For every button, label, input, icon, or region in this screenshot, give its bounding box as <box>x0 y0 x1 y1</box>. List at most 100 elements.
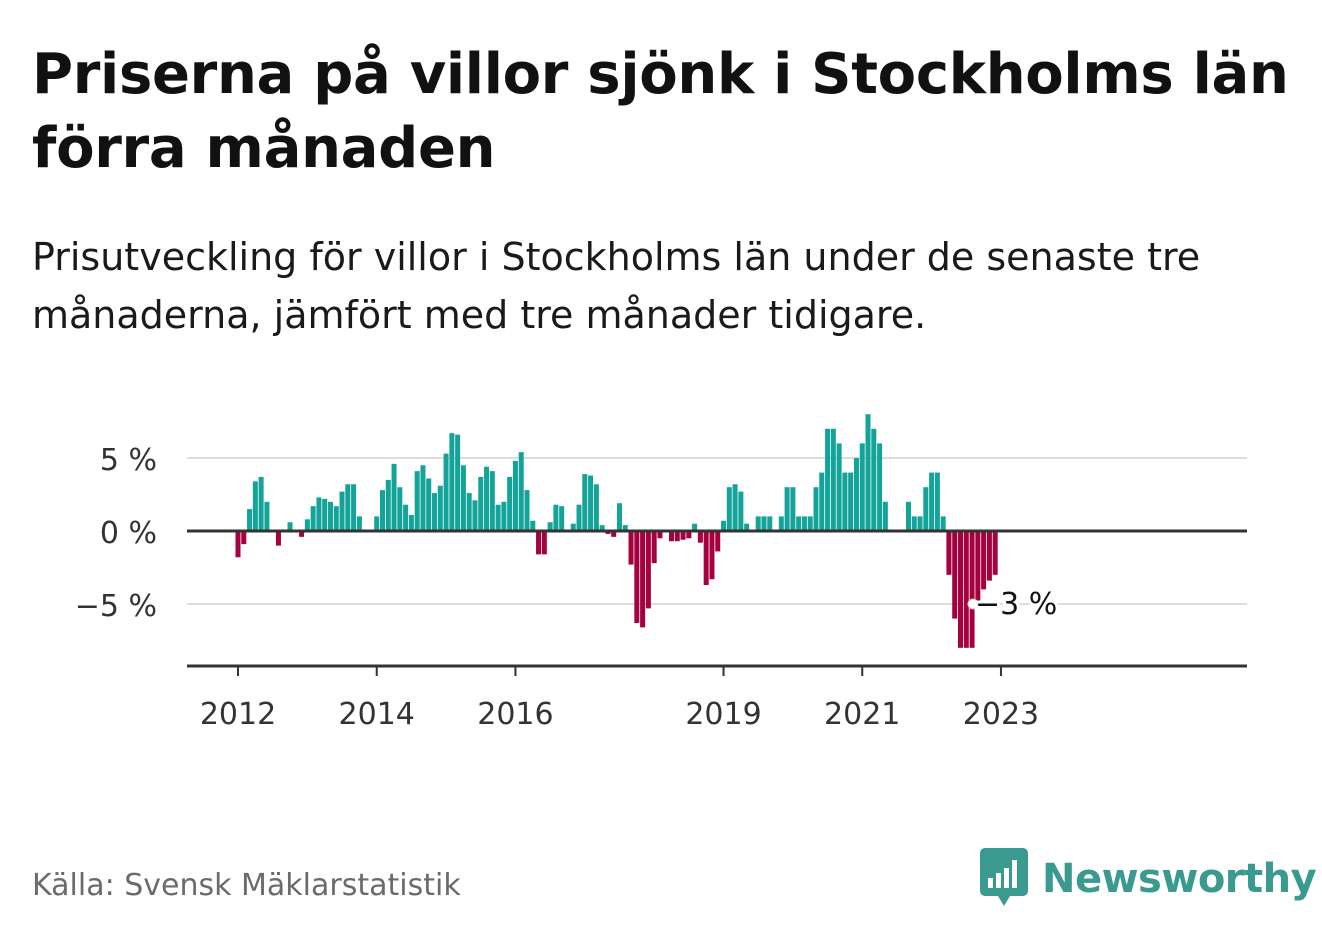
bar <box>813 487 819 531</box>
bar <box>640 531 646 628</box>
bar <box>622 525 628 531</box>
bar <box>455 434 461 531</box>
x-tick-label: 2012 <box>200 697 276 732</box>
bar <box>628 531 634 565</box>
bar <box>830 428 836 531</box>
bar <box>645 531 651 609</box>
bars-layer <box>235 414 998 648</box>
bar <box>801 516 807 531</box>
bar <box>778 516 784 531</box>
bar <box>449 433 455 531</box>
bar <box>923 487 929 531</box>
bar <box>790 487 796 531</box>
bar <box>865 414 871 531</box>
bar <box>981 531 987 590</box>
bar <box>721 520 727 531</box>
bar <box>385 479 391 531</box>
bar <box>322 498 328 531</box>
bar <box>882 501 888 531</box>
bar <box>264 501 270 531</box>
bar <box>616 503 622 531</box>
brand-name: Newsworthy <box>1042 856 1317 902</box>
annotation-label: −3 % <box>975 587 1057 622</box>
bar <box>391 463 397 531</box>
bar <box>599 525 605 531</box>
grid-layer <box>187 457 1247 605</box>
bar <box>952 531 958 619</box>
bar <box>634 531 640 623</box>
bar <box>495 504 501 531</box>
bar <box>715 531 721 552</box>
bar <box>611 531 617 537</box>
bar <box>958 531 963 648</box>
bar <box>744 523 750 531</box>
bar <box>426 478 432 531</box>
bar <box>547 522 553 531</box>
x-tick-label: 2021 <box>824 697 900 732</box>
bar <box>911 516 917 531</box>
bar <box>241 531 247 545</box>
bar <box>669 531 674 542</box>
bar <box>541 531 547 555</box>
bar <box>327 501 333 531</box>
bar <box>252 481 258 531</box>
page-title: Priserna på villor sjönk i Stockholms lä… <box>32 42 1289 181</box>
bar <box>680 531 686 540</box>
bar <box>761 516 767 531</box>
bar <box>466 493 472 531</box>
bar <box>524 490 530 531</box>
bar <box>836 443 842 531</box>
bar <box>345 484 351 531</box>
bar <box>703 531 709 586</box>
bar <box>784 487 790 531</box>
bar <box>420 465 426 531</box>
bar <box>478 476 484 531</box>
y-tick-label: 5 % <box>100 443 157 478</box>
bar <box>570 523 576 531</box>
bar <box>697 531 703 543</box>
newsworthy-logo-icon <box>980 848 1028 906</box>
bar <box>380 490 385 531</box>
x-tick-label: 2023 <box>963 697 1039 732</box>
bar <box>374 516 380 531</box>
axis-layer: 5 % 0 % −5 % 2012 2014 2016 2019 2021 2023 −3 % <box>75 443 1247 732</box>
bar <box>559 506 565 531</box>
bar <box>576 504 582 531</box>
y-tick-label: −5 % <box>75 589 157 624</box>
bar <box>848 472 854 531</box>
bar <box>853 458 859 531</box>
bar <box>674 531 680 542</box>
bar <box>258 476 264 531</box>
bar <box>825 428 831 531</box>
bar <box>877 443 883 531</box>
bar <box>807 516 813 531</box>
x-tick-label: 2016 <box>477 697 553 732</box>
bar <box>871 428 877 531</box>
brand-logo[interactable]: Newsworthy <box>980 848 1317 910</box>
bar <box>275 531 281 546</box>
bar <box>299 531 305 537</box>
bar <box>651 531 657 564</box>
x-tick-label: 2014 <box>339 697 415 732</box>
bar <box>969 531 975 648</box>
bar <box>796 516 802 531</box>
bar <box>709 531 715 580</box>
bar <box>905 501 911 531</box>
bar <box>432 493 438 531</box>
bar <box>414 471 420 531</box>
bar <box>738 491 744 531</box>
bar <box>732 484 738 531</box>
bar <box>351 484 357 531</box>
bar <box>726 487 732 531</box>
y-tick-label: 0 % <box>100 516 157 551</box>
bar <box>356 516 362 531</box>
bar <box>316 497 322 531</box>
annotation-marker <box>967 598 979 610</box>
bar <box>917 516 923 531</box>
bar <box>842 472 848 531</box>
bar <box>287 522 293 531</box>
bar <box>686 531 692 539</box>
bar <box>304 519 310 531</box>
bar <box>247 509 253 531</box>
bar <box>657 531 663 539</box>
